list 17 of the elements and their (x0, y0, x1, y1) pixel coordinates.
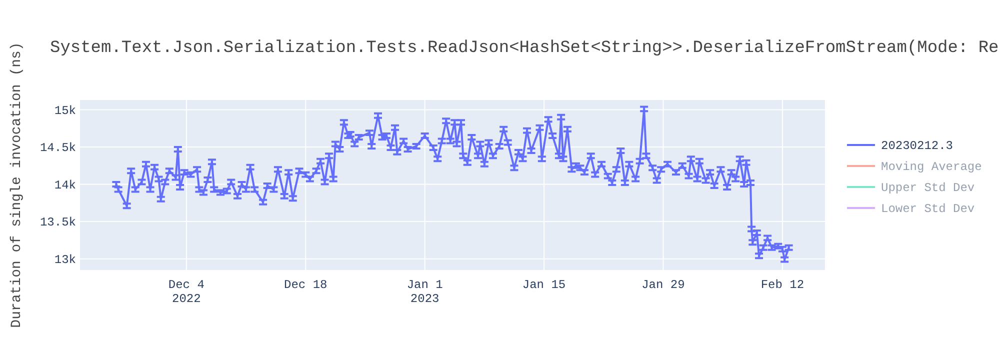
legend-label: Moving Average (881, 160, 982, 174)
y-tick-label: 14.5k (40, 141, 76, 156)
legend-label: 20230212.3 (881, 139, 954, 154)
legend-label: Upper Std Dev (881, 181, 975, 196)
legend-label: Lower Std Dev (881, 202, 975, 216)
y-axis-title: Duration of single invocation (ns) (9, 42, 25, 328)
x-tick-label: Dec 18 (284, 278, 328, 292)
y-tick-label: 13k (54, 253, 76, 268)
y-tick-label: 14k (54, 178, 76, 192)
x-tick-label: Jan 29 (642, 278, 685, 292)
y-tick-label: 15k (54, 104, 76, 118)
chart-title: System.Text.Json.Serialization.Tests.ReadJson<HashSet<String>>.DeserializeFromStream(Mode: Re (50, 39, 999, 58)
x-tick-label: Jan 15 (522, 278, 566, 292)
x-tick-label: Dec 4 2022 (168, 278, 204, 306)
x-tick-label: Jan 1 2023 (406, 278, 443, 306)
x-tick-label: Feb 12 (760, 278, 804, 292)
y-tick-label: 13.5k (40, 216, 76, 230)
